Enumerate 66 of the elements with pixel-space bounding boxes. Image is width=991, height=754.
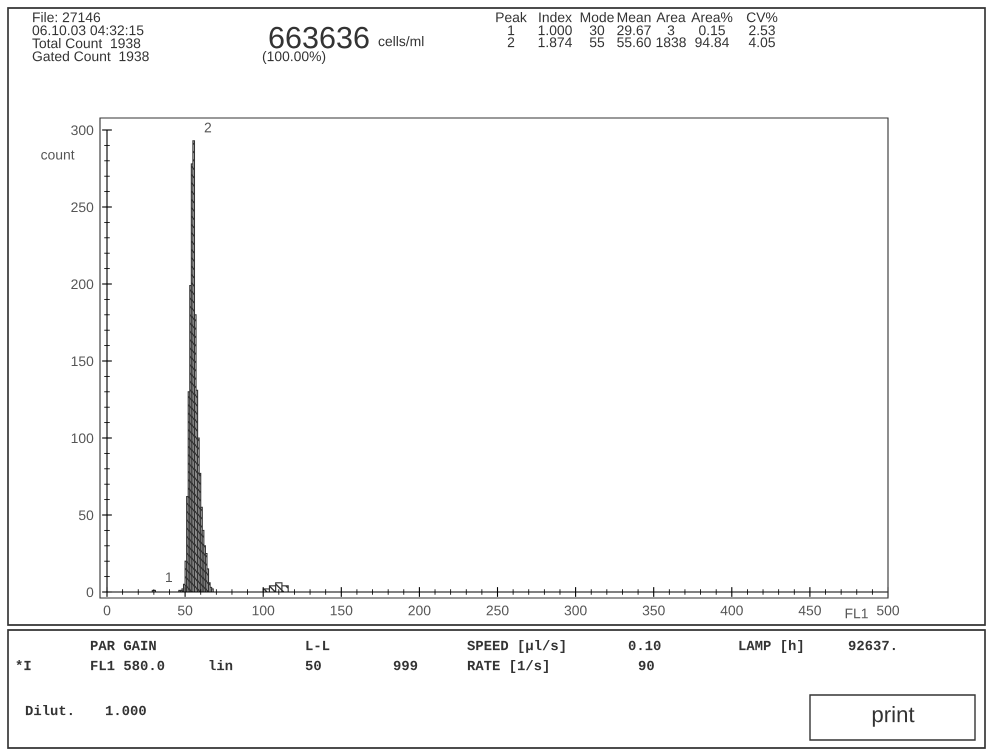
text: 0.10 [628, 640, 661, 650]
text: Total Count 1938 [32, 38, 140, 48]
x-tick-label: 100 [252, 606, 274, 616]
text: Area% [691, 12, 732, 22]
x-tick-label: 50 [178, 606, 192, 616]
text: LAMP [h] [739, 640, 802, 653]
text: SPEED [µl/s] [467, 640, 564, 653]
text: 30 [590, 25, 604, 36]
y-tick-label: 100 [72, 433, 94, 444]
text: Area [656, 12, 686, 22]
text: *I [16, 660, 31, 670]
text: PAR GAIN [90, 640, 156, 650]
text: Dilut. [26, 705, 72, 716]
text: 3 [668, 25, 674, 36]
text: RATE [1/s] [468, 660, 548, 673]
y-tick-label: 200 [71, 279, 94, 290]
x-tick-label: 400 [720, 606, 743, 616]
text: 999 [394, 660, 418, 670]
x-tick-label: 300 [564, 606, 587, 616]
text: 1838 [656, 37, 686, 48]
annotation: 2 [204, 122, 212, 132]
text: File: 27146 [33, 12, 100, 22]
text: 0.15 [699, 25, 725, 36]
annotation: 1 [166, 572, 172, 582]
x-axis-title: FL1 [846, 608, 868, 618]
y-tick-label: 300 [71, 125, 94, 136]
text: 663636 [270, 26, 369, 48]
y-tick-label: 150 [72, 356, 94, 366]
text: L-L [306, 640, 330, 650]
text: 94.84 [695, 37, 729, 48]
text: FL1 580.0 [91, 660, 164, 670]
text: Index [539, 12, 572, 22]
x-tick-label: 200 [408, 606, 430, 616]
y-tick-label: 0 [86, 587, 94, 598]
text: Mean [618, 12, 650, 22]
text: 2 [508, 37, 514, 48]
text: 50 [306, 660, 321, 670]
text: 1.874 [538, 37, 572, 48]
text: 29.67 [617, 25, 651, 36]
text: 1 [508, 26, 514, 36]
x-tick-label: 150 [330, 606, 352, 616]
text: (100.00%) [262, 51, 326, 64]
text: print [872, 706, 914, 727]
text: Mode [580, 12, 614, 22]
text: 55 [590, 38, 604, 48]
text: 1.000 [106, 706, 146, 716]
text: 06.10.03 04:32:15 [32, 25, 144, 36]
text: Peak [496, 12, 527, 22]
text: 2.53 [749, 25, 775, 36]
text: 55.60 [617, 37, 651, 48]
x-tick-label: 350 [642, 606, 665, 616]
text: Gated Count 1938 [32, 51, 149, 62]
text: CV% [746, 12, 778, 22]
text: cells/ml [378, 36, 424, 46]
x-tick-label: 250 [486, 606, 509, 616]
text: 92637. [848, 640, 895, 650]
y-tick-label: 50 [78, 510, 94, 520]
text: lin [210, 660, 232, 670]
y-tick-label: 250 [71, 202, 94, 212]
y-axis-title: count [41, 150, 74, 160]
x-tick-label: 500 [876, 606, 900, 616]
text: 4.05 [748, 37, 775, 48]
x-tick-label: 450 [798, 606, 821, 616]
text: 1.000 [538, 25, 572, 36]
text: 90 [638, 660, 654, 670]
x-tick-label: 0 [104, 606, 110, 616]
